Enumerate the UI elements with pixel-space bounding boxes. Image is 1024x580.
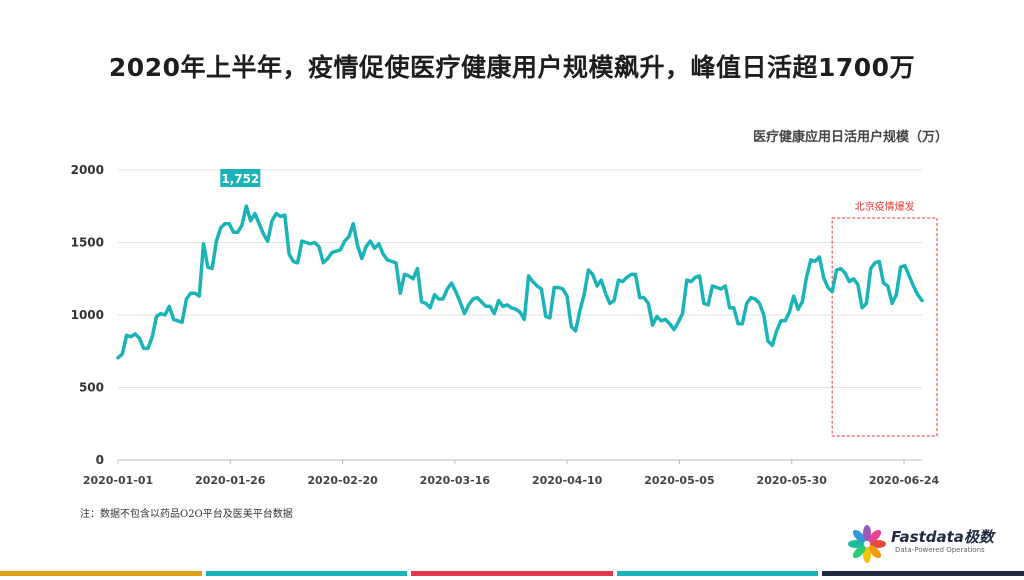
peak-label: 1,752 <box>221 172 259 186</box>
y-tick-label: 2000 <box>71 163 104 177</box>
bottom-bar-segment <box>822 571 1024 576</box>
logo-flower-icon <box>848 525 886 563</box>
x-tick-label: 2020-04-10 <box>532 474 603 487</box>
footnote: 注：数据不包含以药品O2O平台及医美平台数据 <box>80 509 293 520</box>
logo-petal <box>848 540 864 548</box>
x-tick-label: 2020-02-20 <box>307 474 378 487</box>
logo-tagline: Data-Powered Operations <box>895 546 985 554</box>
annotation-box <box>831 217 938 437</box>
x-tick-label: 2020-03-16 <box>420 474 491 487</box>
logo-petal <box>852 545 866 559</box>
bottom-bar-segment <box>616 571 819 576</box>
annotation-label: 北京疫情爆发 <box>855 200 915 213</box>
bottom-bar-segment <box>0 571 202 576</box>
logo-petal <box>870 540 886 548</box>
logo-name: Fastdata极数 <box>891 528 994 546</box>
bottom-color-bar <box>0 571 1024 576</box>
y-tick-label: 1500 <box>71 236 104 250</box>
bottom-bar-segment <box>411 571 613 576</box>
brand-logo: Fastdata极数 Data-Powered Operations <box>845 522 1010 568</box>
series-line <box>116 204 924 360</box>
legend-label: 医疗健康应用日活用户规模（万） <box>753 129 948 145</box>
logo-petal <box>852 529 866 543</box>
x-tick-label: 2020-05-30 <box>757 474 828 487</box>
logo-petal <box>868 545 882 559</box>
x-tick-label: 2020-01-01 <box>83 474 153 487</box>
logo-petal <box>868 529 882 543</box>
x-tick-label: 2020-01-26 <box>195 474 266 487</box>
x-tick-label: 2020-05-05 <box>644 474 714 487</box>
bottom-bar-segment <box>205 571 408 576</box>
y-tick-label: 1000 <box>71 308 104 322</box>
y-tick-label: 500 <box>79 381 104 395</box>
x-tick-label: 2020-06-24 <box>869 474 940 487</box>
y-tick-label: 0 <box>96 453 104 467</box>
page-title: 2020年上半年，疫情促使医疗健康用户规模飙升，峰值日活超1700万 <box>108 53 916 82</box>
logo-petal <box>863 525 871 541</box>
peak-label-box <box>220 168 261 187</box>
logo-petal <box>863 547 871 563</box>
